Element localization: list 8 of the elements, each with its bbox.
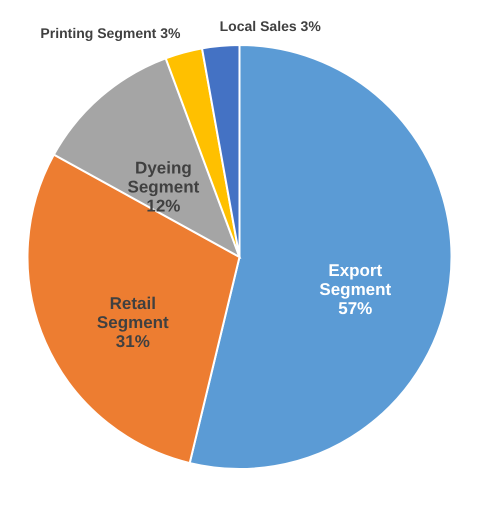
slice-label: Printing Segment 3% [40,24,181,41]
slice-label: Retail Segment [96,294,170,332]
data-label: 57% [338,298,372,318]
slice-label: Local Sales 3% [220,18,322,34]
slice-label: Export Segment [319,260,392,299]
data-label: 12% [146,196,180,216]
data-label: 31% [116,332,150,352]
slice-label: Dyeing Segment [127,158,200,197]
